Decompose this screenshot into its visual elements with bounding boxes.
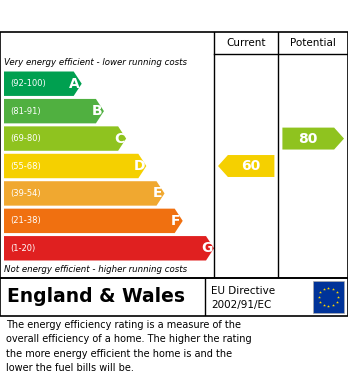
Text: Not energy efficient - higher running costs: Not energy efficient - higher running co… [4, 265, 187, 274]
Polygon shape [4, 126, 126, 151]
Text: (92-100): (92-100) [10, 79, 46, 88]
Text: Very energy efficient - lower running costs: Very energy efficient - lower running co… [4, 57, 187, 66]
Text: Potential: Potential [290, 38, 336, 48]
Polygon shape [4, 236, 214, 260]
Polygon shape [282, 127, 344, 149]
Polygon shape [4, 154, 147, 178]
Text: 60: 60 [242, 159, 261, 173]
Text: Current: Current [227, 38, 266, 48]
Polygon shape [218, 155, 275, 177]
Text: C: C [114, 131, 124, 145]
Text: 2002/91/EC: 2002/91/EC [211, 300, 271, 310]
Text: (39-54): (39-54) [10, 189, 41, 198]
Text: (81-91): (81-91) [10, 107, 41, 116]
Text: G: G [201, 241, 213, 255]
Text: Energy Efficiency Rating: Energy Efficiency Rating [8, 9, 229, 23]
Text: E: E [153, 187, 162, 201]
Text: England & Wales: England & Wales [7, 287, 185, 307]
Text: The energy efficiency rating is a measure of the
overall efficiency of a home. T: The energy efficiency rating is a measur… [6, 320, 252, 373]
Text: (69-80): (69-80) [10, 134, 41, 143]
Text: D: D [134, 159, 145, 173]
Bar [313, 282, 344, 312]
Text: (55-68): (55-68) [10, 161, 41, 170]
Text: 80: 80 [299, 131, 318, 145]
Text: (1-20): (1-20) [10, 244, 35, 253]
Text: F: F [171, 214, 181, 228]
Text: EU Directive: EU Directive [211, 286, 275, 296]
Text: B: B [92, 104, 102, 118]
Polygon shape [4, 99, 104, 123]
Polygon shape [4, 181, 165, 206]
Text: A: A [69, 77, 80, 91]
Polygon shape [4, 72, 82, 96]
Text: (21-38): (21-38) [10, 216, 41, 225]
Polygon shape [4, 209, 183, 233]
